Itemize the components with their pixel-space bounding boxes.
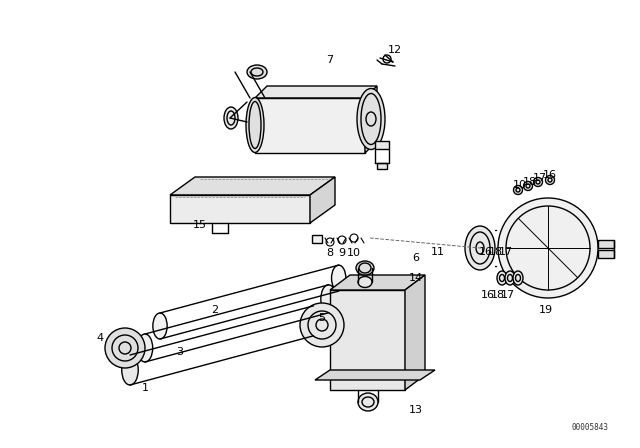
Text: 17: 17	[501, 290, 515, 300]
Polygon shape	[365, 86, 377, 153]
Polygon shape	[310, 177, 335, 223]
Text: 10: 10	[347, 248, 361, 258]
Text: 18: 18	[523, 177, 537, 187]
Ellipse shape	[357, 89, 385, 150]
Polygon shape	[315, 370, 435, 380]
Ellipse shape	[534, 177, 543, 186]
Text: 17: 17	[499, 247, 513, 257]
Text: 6: 6	[413, 253, 419, 263]
Ellipse shape	[513, 185, 522, 194]
Text: 8: 8	[326, 248, 333, 258]
Ellipse shape	[505, 271, 515, 285]
Circle shape	[498, 198, 598, 298]
Bar	[598, 240, 614, 248]
Ellipse shape	[246, 98, 264, 152]
Text: 14: 14	[409, 273, 423, 283]
Polygon shape	[255, 98, 365, 153]
Text: 10: 10	[513, 180, 527, 190]
Text: 1: 1	[141, 383, 148, 393]
Text: 17: 17	[533, 173, 547, 183]
Ellipse shape	[358, 276, 372, 288]
Text: 5: 5	[319, 313, 326, 323]
Ellipse shape	[305, 306, 322, 336]
Circle shape	[300, 303, 344, 347]
Ellipse shape	[513, 271, 523, 285]
Ellipse shape	[356, 261, 374, 275]
Text: 18: 18	[489, 247, 503, 257]
Text: 13: 13	[409, 405, 423, 415]
Ellipse shape	[122, 355, 138, 385]
Bar	[598, 250, 614, 258]
Ellipse shape	[545, 176, 554, 185]
Ellipse shape	[465, 226, 495, 270]
Text: 2: 2	[211, 305, 219, 315]
Text: 12: 12	[388, 45, 402, 55]
Text: 11: 11	[431, 247, 445, 257]
Text: 7: 7	[326, 55, 333, 65]
Text: 4: 4	[97, 333, 104, 343]
Ellipse shape	[358, 393, 378, 411]
Ellipse shape	[224, 107, 238, 129]
Bar	[375, 141, 389, 149]
Text: 9: 9	[339, 248, 346, 258]
Ellipse shape	[153, 313, 167, 339]
Polygon shape	[170, 195, 310, 223]
Polygon shape	[170, 177, 335, 195]
Ellipse shape	[138, 334, 153, 362]
Ellipse shape	[497, 271, 507, 285]
Polygon shape	[330, 275, 425, 290]
Circle shape	[105, 328, 145, 368]
Text: 16: 16	[543, 170, 557, 180]
Polygon shape	[330, 290, 405, 390]
Ellipse shape	[247, 65, 267, 79]
Polygon shape	[255, 86, 377, 98]
Ellipse shape	[321, 285, 336, 313]
Polygon shape	[405, 275, 425, 390]
Ellipse shape	[524, 181, 532, 190]
Text: 3: 3	[177, 347, 184, 357]
Text: 16: 16	[481, 290, 495, 300]
Bar	[377, 163, 387, 169]
Text: 00005843: 00005843	[572, 423, 609, 432]
Text: 15: 15	[193, 220, 207, 230]
Text: 16: 16	[479, 247, 493, 257]
Ellipse shape	[332, 265, 346, 291]
Text: 18: 18	[491, 290, 505, 300]
Bar	[312, 235, 322, 243]
Text: 19: 19	[539, 305, 553, 315]
